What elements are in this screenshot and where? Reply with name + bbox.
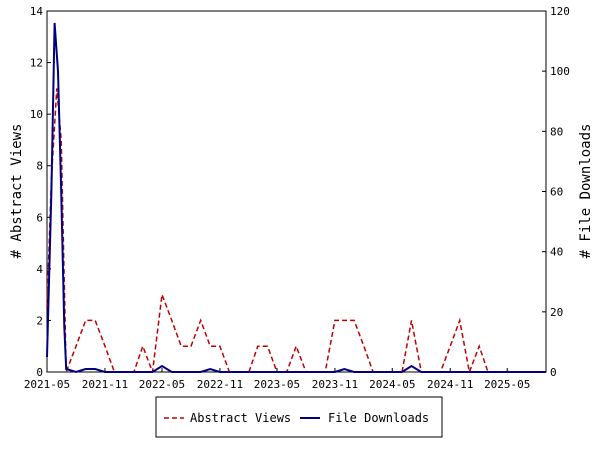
y-left-tick-label: 6 bbox=[36, 211, 43, 224]
y-left-axis-title: # Abstract Views bbox=[9, 124, 25, 259]
x-tick-label: 2025-05 bbox=[484, 378, 530, 391]
x-tick-label: 2024-05 bbox=[369, 378, 415, 391]
y-right-tick-label: 120 bbox=[550, 5, 570, 18]
y-left-tick-label: 14 bbox=[30, 5, 44, 18]
y-left-tick-label: 0 bbox=[36, 366, 43, 379]
y-left-tick-label: 4 bbox=[36, 263, 43, 276]
x-tick-label: 2023-05 bbox=[254, 378, 300, 391]
y-left-tick-label: 2 bbox=[36, 314, 43, 327]
tick-group: 0 2 4 6 8 10 12 14 0 20 40 60 80 100 120 2021-05 2021-11… bbox=[24, 5, 570, 391]
plot-area bbox=[46, 10, 547, 373]
y-left-tick-label: 8 bbox=[36, 160, 43, 173]
series-line-file-downloads bbox=[46, 22, 546, 374]
y-right-axis-title: # File Downloads bbox=[578, 124, 594, 259]
x-tick-label: 2022-05 bbox=[139, 378, 185, 391]
series-group bbox=[46, 22, 546, 375]
y-right-tick-label: 0 bbox=[550, 366, 557, 379]
x-tick-label: 2021-11 bbox=[82, 378, 128, 391]
legend-box bbox=[155, 396, 443, 438]
y-right-tick-label: 20 bbox=[550, 306, 563, 319]
legend-label-abstract-views: Abstract Views bbox=[190, 411, 291, 425]
y-right-tick-label: 100 bbox=[550, 65, 570, 78]
y-left-tick-label: 12 bbox=[30, 57, 43, 70]
x-tick-label: 2024-11 bbox=[427, 378, 473, 391]
y-right-tick-label: 40 bbox=[550, 246, 563, 259]
x-tick-label: 2022-11 bbox=[197, 378, 243, 391]
legend-label-file-downloads: File Downloads bbox=[328, 411, 429, 425]
y-right-tick-label: 60 bbox=[550, 186, 563, 199]
legend: Abstract Views File Downloads bbox=[155, 396, 443, 438]
y-right-tick-label: 80 bbox=[550, 125, 563, 138]
x-tick-label: 2023-11 bbox=[312, 378, 358, 391]
y-left-tick-label: 10 bbox=[30, 108, 43, 121]
x-tick-label: 2021-05 bbox=[24, 378, 70, 391]
